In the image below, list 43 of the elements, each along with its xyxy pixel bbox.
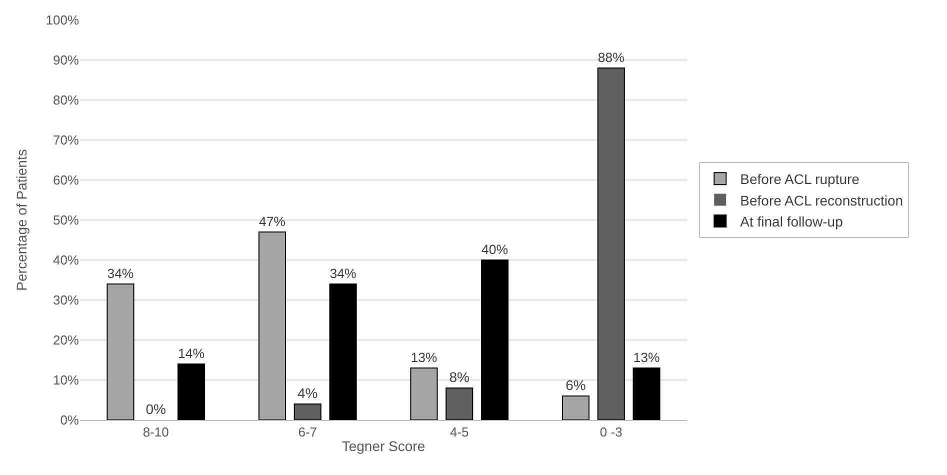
y-tick-label: 0%	[60, 412, 80, 428]
data-label: 40%	[482, 242, 508, 258]
y-tick-label: 100%	[46, 12, 80, 28]
bar	[294, 404, 322, 420]
y-tick-label: 70%	[52, 132, 80, 148]
data-label: 13%	[633, 350, 660, 366]
x-tick-label: 6-7	[298, 424, 318, 440]
bar	[178, 364, 206, 420]
bar	[329, 284, 357, 420]
data-label: 4%	[298, 385, 318, 401]
data-label: 88%	[598, 50, 625, 66]
bar	[562, 396, 590, 420]
y-tick-label: 10%	[52, 372, 80, 388]
y-tick-label: 50%	[52, 212, 80, 228]
legend-label: Before ACL rupture	[740, 171, 860, 188]
x-tick-label: 4-5	[450, 424, 469, 440]
y-tick-label: 30%	[52, 292, 80, 308]
data-label: 6%	[566, 377, 586, 393]
bar	[632, 368, 660, 420]
data-label: 34%	[330, 266, 357, 282]
y-tick-label: 90%	[52, 52, 80, 68]
data-label: 14%	[178, 346, 205, 362]
data-label: 47%	[258, 214, 286, 230]
bar	[446, 388, 474, 420]
y-axis-title: Percentage of Patients	[13, 149, 30, 291]
y-tick-label: 40%	[52, 252, 80, 268]
bar	[258, 232, 286, 420]
x-tick-label: 0 -3	[600, 424, 622, 440]
legend-label: Before ACL reconstruction	[740, 192, 904, 208]
bar	[410, 368, 438, 420]
legend-label: At final follow-up	[740, 213, 844, 230]
bar	[597, 68, 625, 420]
x-tick-label: 8-10	[142, 424, 169, 440]
data-label: 13%	[410, 350, 438, 366]
data-label: 0%	[146, 401, 166, 417]
data-label: 8%	[449, 369, 470, 385]
y-tick-label: 80%	[52, 92, 80, 108]
bar	[106, 284, 134, 420]
y-tick-label: 20%	[52, 332, 80, 348]
bar	[481, 260, 509, 420]
y-tick-label: 60%	[52, 172, 80, 188]
data-label: 34%	[107, 266, 134, 282]
x-axis-title: Tegner Score	[342, 438, 426, 454]
